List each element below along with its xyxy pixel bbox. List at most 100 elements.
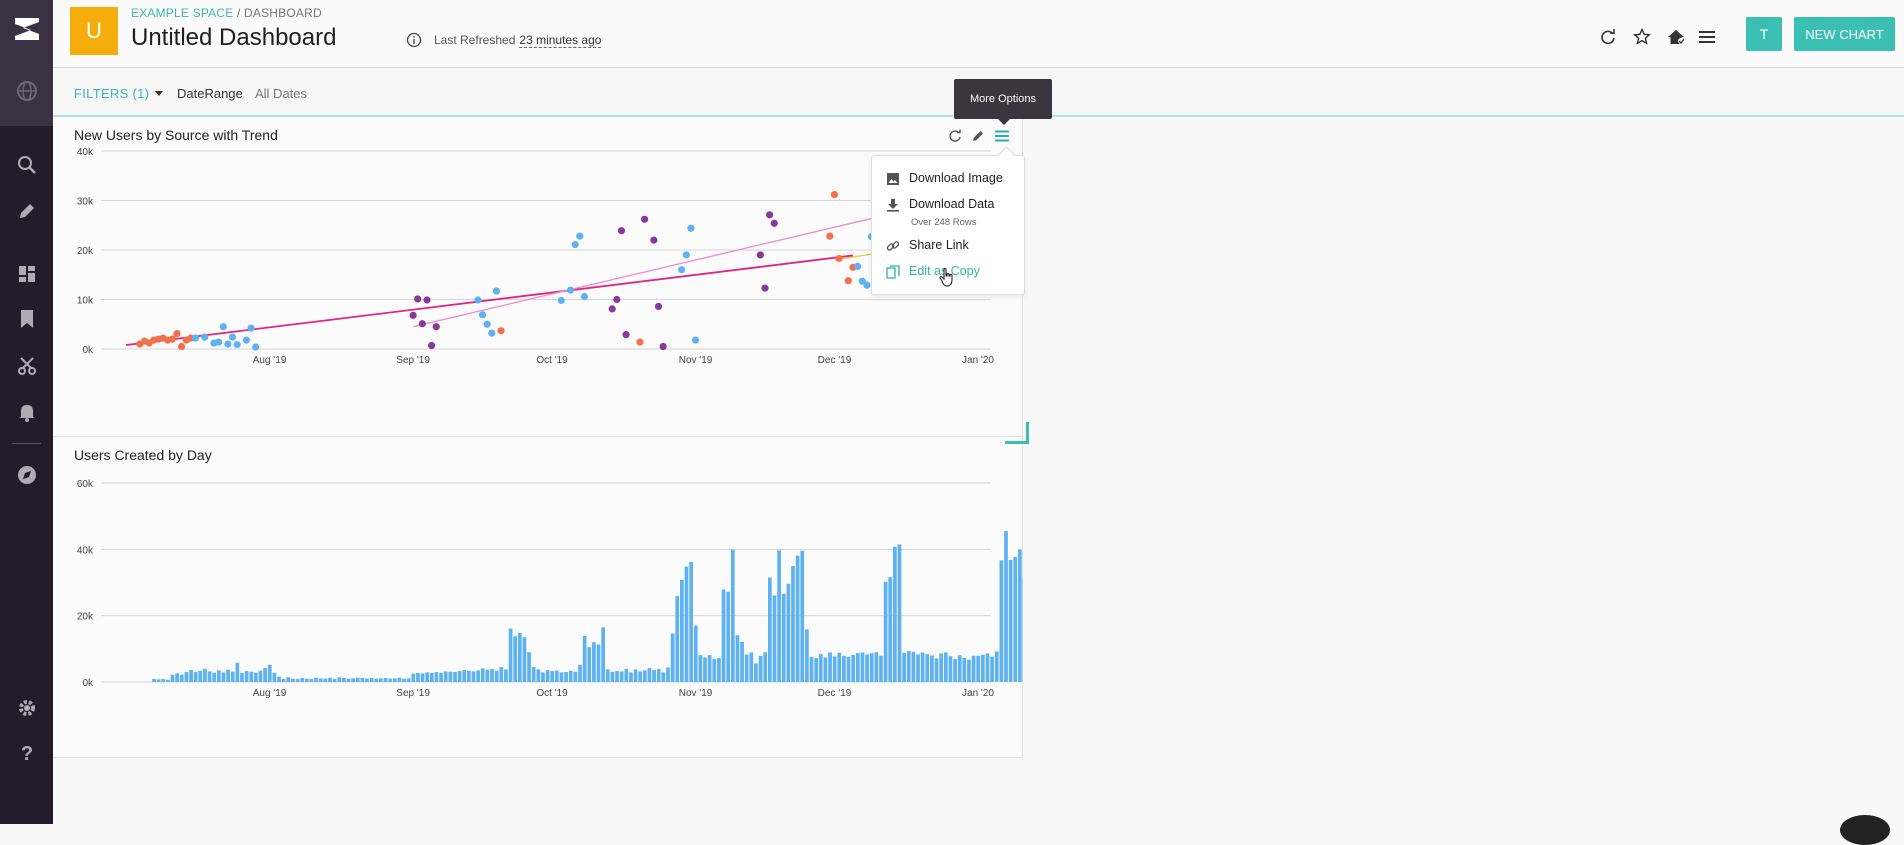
data-point xyxy=(229,334,236,341)
bar xyxy=(458,671,462,682)
y-tick-label: 0k xyxy=(82,345,94,356)
user-avatar-button[interactable]: T xyxy=(1746,17,1782,51)
page-title[interactable]: Untitled Dashboard xyxy=(131,24,336,52)
breadcrumb-section[interactable]: DASHBOARD xyxy=(244,6,322,20)
y-tick-label: 30k xyxy=(77,197,94,208)
data-point xyxy=(428,342,435,349)
bar xyxy=(611,672,615,682)
bar xyxy=(398,678,402,682)
bar xyxy=(606,669,610,682)
refresh-icon[interactable] xyxy=(1597,26,1619,48)
bar xyxy=(736,635,740,682)
bar xyxy=(912,652,916,682)
bar xyxy=(856,653,860,682)
search-icon[interactable] xyxy=(10,148,43,181)
home-icon[interactable] xyxy=(1665,26,1687,48)
chevron-down-icon[interactable] xyxy=(155,91,163,96)
bar xyxy=(208,671,212,682)
pencil-icon[interactable] xyxy=(10,194,43,227)
data-point xyxy=(558,297,565,304)
bar xyxy=(638,671,642,682)
globe-icon[interactable] xyxy=(10,74,43,107)
data-point xyxy=(581,293,588,300)
bar xyxy=(231,672,235,682)
data-point xyxy=(761,285,768,292)
bar xyxy=(782,594,786,682)
bar xyxy=(986,653,990,682)
bar xyxy=(486,670,490,682)
dashboard-header: U EXAMPLE SPACE / DASHBOARD Untitled Das… xyxy=(53,0,1904,68)
bar xyxy=(259,671,263,682)
bar xyxy=(402,679,406,682)
bar xyxy=(226,670,230,682)
bar xyxy=(624,669,628,682)
dashboard-icon[interactable] xyxy=(10,257,43,290)
bar xyxy=(796,556,800,682)
bar xyxy=(194,672,198,682)
data-point xyxy=(826,233,833,240)
compass-icon[interactable] xyxy=(10,458,43,491)
breadcrumb-space[interactable]: EXAMPLE SPACE xyxy=(131,6,233,20)
more-options-tooltip: More Options xyxy=(954,79,1052,119)
help-icon[interactable]: ? xyxy=(10,736,43,769)
bar xyxy=(444,671,448,682)
bar xyxy=(166,680,170,682)
bar xyxy=(726,592,730,682)
resize-handle[interactable] xyxy=(1003,420,1032,446)
data-point xyxy=(493,287,500,294)
bar xyxy=(731,550,735,682)
breadcrumb: EXAMPLE SPACE / DASHBOARD xyxy=(131,6,322,20)
scissors-icon[interactable] xyxy=(10,349,43,382)
bar xyxy=(722,589,726,682)
data-point xyxy=(178,343,185,350)
bar xyxy=(550,671,554,682)
x-tick-label: Aug '19 xyxy=(253,355,287,366)
data-point xyxy=(173,330,180,337)
bar xyxy=(217,670,221,682)
logo-icon[interactable] xyxy=(10,12,43,45)
bar xyxy=(949,656,953,682)
gear-icon[interactable] xyxy=(10,691,43,724)
data-point xyxy=(687,225,694,232)
last-refreshed-value[interactable]: 23 minutes ago xyxy=(519,33,601,48)
data-point xyxy=(484,321,491,328)
bar xyxy=(754,663,758,682)
bar xyxy=(481,668,485,682)
data-point xyxy=(678,266,685,273)
bar xyxy=(291,679,295,682)
space-badge[interactable]: U xyxy=(70,7,118,55)
avatar[interactable] xyxy=(1840,815,1890,845)
data-point xyxy=(414,295,421,302)
data-point xyxy=(831,191,838,198)
chart-title: Users Created by Day xyxy=(74,447,212,463)
new-chart-button[interactable]: NEW CHART xyxy=(1794,17,1895,51)
x-tick-label: Nov '19 xyxy=(679,688,713,699)
bar xyxy=(833,656,837,682)
x-tick-label: Jan '20 xyxy=(962,688,994,699)
bar xyxy=(861,652,865,682)
filter-name[interactable]: DateRange xyxy=(177,86,243,101)
bookmark-icon[interactable] xyxy=(10,302,43,335)
bar xyxy=(388,679,392,682)
data-point xyxy=(683,251,690,258)
data-point xyxy=(224,340,231,347)
bar xyxy=(157,679,161,682)
bar xyxy=(712,659,716,682)
bar xyxy=(680,580,684,682)
data-point xyxy=(567,286,574,293)
bar xyxy=(319,678,323,682)
bell-icon[interactable] xyxy=(10,395,43,428)
star-icon[interactable] xyxy=(1631,26,1653,48)
bar xyxy=(870,653,874,682)
bar xyxy=(657,669,661,682)
filter-value[interactable]: All Dates xyxy=(255,86,307,101)
filters-button[interactable]: FILTERS (1) xyxy=(74,86,149,101)
bar xyxy=(898,544,902,682)
bar xyxy=(837,653,841,682)
info-icon[interactable] xyxy=(406,32,422,52)
bar xyxy=(990,657,994,682)
bar xyxy=(509,629,513,682)
menu-icon[interactable] xyxy=(1696,26,1718,48)
data-point xyxy=(845,277,852,284)
bar xyxy=(648,668,652,682)
